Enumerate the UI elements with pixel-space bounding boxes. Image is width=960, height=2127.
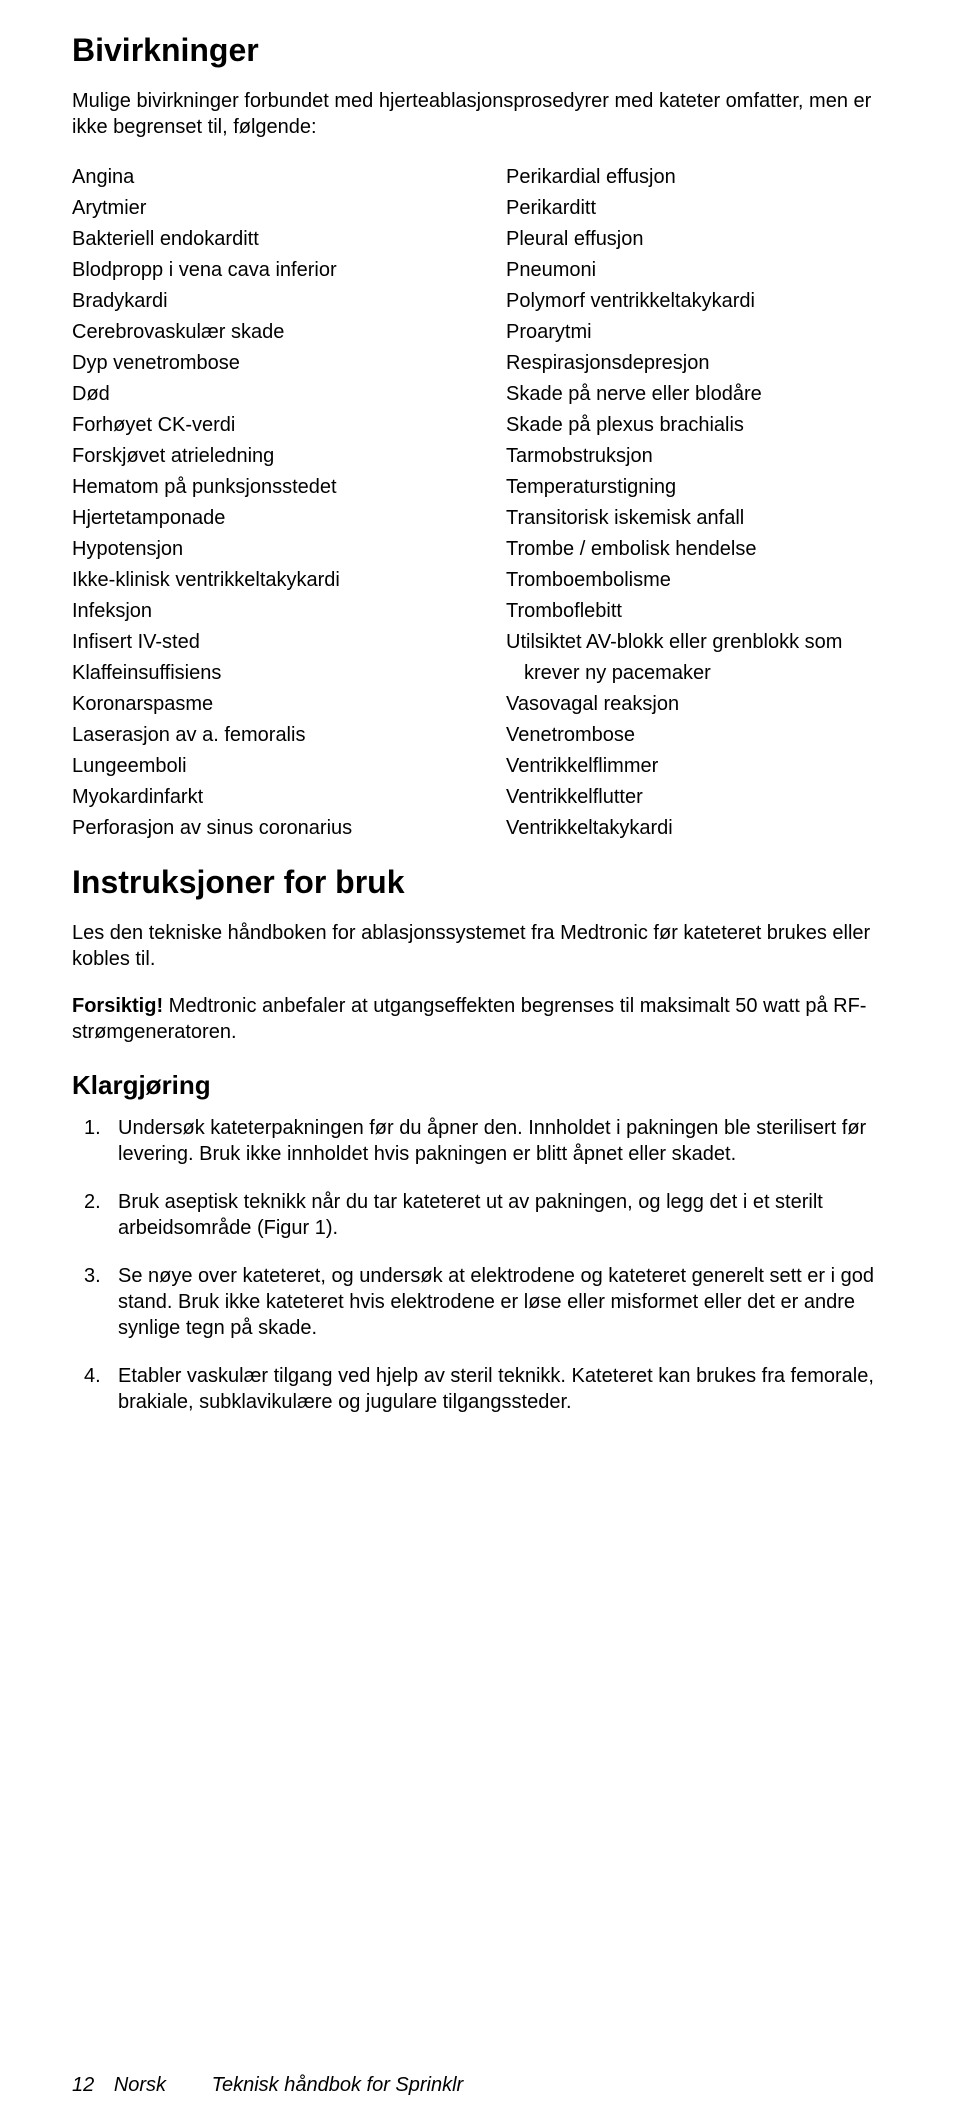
- side-effect-item: Transitorisk iskemisk anfall: [506, 503, 900, 534]
- side-effect-item: Hjertetamponade: [72, 503, 466, 534]
- step-number: 2.: [84, 1189, 101, 1215]
- footer-page-number: 12: [72, 2074, 94, 2096]
- side-effects-columns: AnginaArytmierBakteriell endokardittBlod…: [72, 162, 900, 844]
- instruction-intro: Les den tekniske håndboken for ablasjons…: [72, 921, 900, 972]
- side-effect-item: Infeksjon: [72, 596, 466, 627]
- side-effect-item: Hematom på punksjonsstedet: [72, 472, 466, 503]
- side-effect-item: Vasovagal reaksjon: [506, 689, 900, 720]
- step-text: Undersøk kateterpakningen før du åpner d…: [118, 1117, 866, 1165]
- side-effect-item: Ventrikkeltakykardi: [506, 813, 900, 844]
- side-effect-item: Forhøyet CK-verdi: [72, 410, 466, 441]
- page: Bivirkninger Mulige bivirkninger forbund…: [0, 0, 960, 2127]
- step-text: Etabler vaskulær tilgang ved hjelp av st…: [118, 1365, 874, 1413]
- footer-doc-title: Teknisk håndbok for Sprinklr: [212, 2074, 464, 2096]
- side-effect-item: Proarytmi: [506, 317, 900, 348]
- side-effect-item: Perikardial effusjon: [506, 162, 900, 193]
- step-item: 1. Undersøk kateterpakningen før du åpner…: [72, 1115, 900, 1167]
- side-effect-item: Polymorf ventrikkeltakykardi: [506, 286, 900, 317]
- side-effect-item: Klaffeinsuffisiens: [72, 658, 466, 689]
- side-effect-item: Ventrikkelflimmer: [506, 751, 900, 782]
- side-effect-item: Død: [72, 379, 466, 410]
- caution-label: Forsiktig!: [72, 995, 163, 1017]
- side-effect-item: Myokardinfarkt: [72, 782, 466, 813]
- side-effect-item: Laserasjon av a. femoralis: [72, 720, 466, 751]
- side-effect-item: Dyp venetrombose: [72, 348, 466, 379]
- side-effect-item: Venetrombose: [506, 720, 900, 751]
- side-effect-item: Ikke-klinisk ventrikkeltakykardi: [72, 565, 466, 596]
- heading-instruksjoner: Instruksjoner for bruk: [72, 864, 900, 901]
- step-text: Se nøye over kateteret, og undersøk at e…: [118, 1265, 874, 1339]
- side-effect-item: Angina: [72, 162, 466, 193]
- side-effect-item: Utilsiktet AV-blokk eller grenblokk som …: [506, 627, 900, 689]
- caution-paragraph: Forsiktig! Medtronic anbefaler at utgang…: [72, 994, 900, 1045]
- side-effect-item: Forskjøvet atrieledning: [72, 441, 466, 472]
- caution-text: Medtronic anbefaler at utgangseffekten b…: [72, 995, 866, 1043]
- side-effect-item: Pneumoni: [506, 255, 900, 286]
- side-effect-item: Bradykardi: [72, 286, 466, 317]
- side-effect-item: Blodpropp i vena cava inferior: [72, 255, 466, 286]
- step-item: 3. Se nøye over kateteret, og undersøk at…: [72, 1263, 900, 1341]
- side-effects-col-left: AnginaArytmierBakteriell endokardittBlod…: [72, 162, 466, 844]
- step-number: 3.: [84, 1263, 101, 1289]
- side-effect-item: Hypotensjon: [72, 534, 466, 565]
- side-effect-item: Temperaturstigning: [506, 472, 900, 503]
- side-effect-item: Tromboembolisme: [506, 565, 900, 596]
- side-effect-item: Lungeemboli: [72, 751, 466, 782]
- side-effect-item: Koronarspasme: [72, 689, 466, 720]
- side-effect-item: Bakteriell endokarditt: [72, 224, 466, 255]
- side-effect-item: Pleural effusjon: [506, 224, 900, 255]
- side-effect-item: Skade på plexus brachialis: [506, 410, 900, 441]
- preparation-steps: 1. Undersøk kateterpakningen før du åpner…: [72, 1115, 900, 1415]
- step-item: 2. Bruk aseptisk teknikk når du tar katet…: [72, 1189, 900, 1241]
- step-number: 4.: [84, 1363, 101, 1389]
- side-effect-item: Tromboflebitt: [506, 596, 900, 627]
- side-effect-item: Cerebrovaskulær skade: [72, 317, 466, 348]
- heading-klargjoring: Klargjøring: [72, 1070, 900, 1101]
- side-effect-item: Tarmobstruksjon: [506, 441, 900, 472]
- intro-paragraph: Mulige bivirkninger forbundet med hjerte…: [72, 89, 900, 140]
- side-effect-item: Trombe / embolisk hendelse: [506, 534, 900, 565]
- footer-language: Norsk: [114, 2074, 166, 2096]
- side-effect-item: Perikarditt: [506, 193, 900, 224]
- heading-bivirkninger: Bivirkninger: [72, 32, 900, 69]
- side-effects-col-right: Perikardial effusjonPerikardittPleural e…: [506, 162, 900, 844]
- side-effect-item: Infisert IV-sted: [72, 627, 466, 658]
- page-footer: 12 Norsk Teknisk håndbok for Sprinklr: [72, 2074, 463, 2097]
- step-text: Bruk aseptisk teknikk når du tar kateter…: [118, 1191, 823, 1239]
- side-effect-item: Ventrikkelflutter: [506, 782, 900, 813]
- step-number: 1.: [84, 1115, 101, 1141]
- side-effect-item: Arytmier: [72, 193, 466, 224]
- side-effect-item: Skade på nerve eller blodåre: [506, 379, 900, 410]
- side-effect-item: Perforasjon av sinus coronarius: [72, 813, 466, 844]
- side-effect-item: Respirasjonsdepresjon: [506, 348, 900, 379]
- step-item: 4. Etabler vaskulær tilgang ved hjelp av …: [72, 1363, 900, 1415]
